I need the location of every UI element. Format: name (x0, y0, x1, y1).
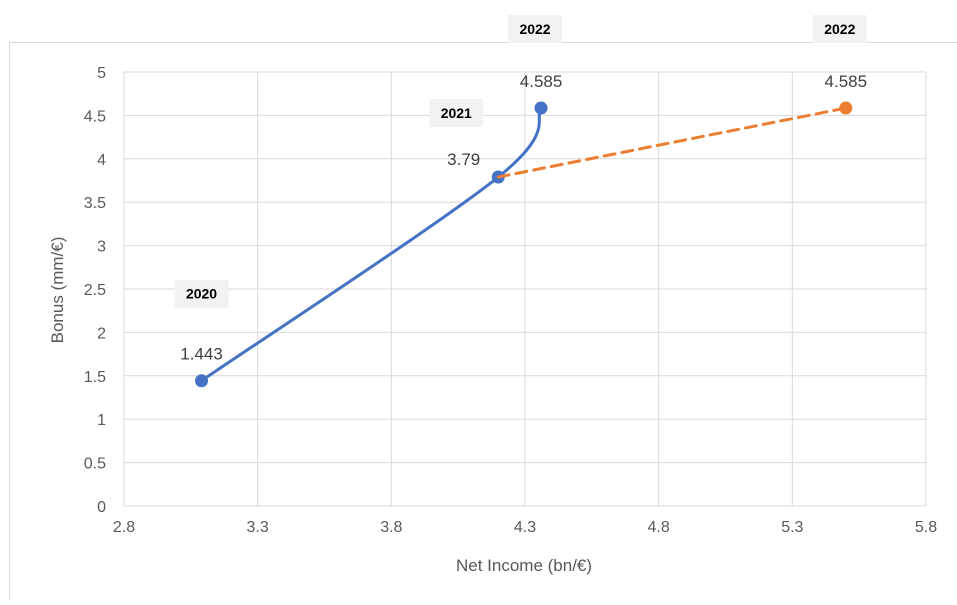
annotation-2020: 2020 (175, 280, 229, 308)
y-tick-label: 2.5 (84, 282, 106, 299)
y-tick-label: 2 (97, 325, 106, 342)
data-point (535, 102, 548, 115)
x-tick-label: 2.8 (113, 519, 135, 536)
data-label: 1.443 (180, 345, 223, 364)
y-tick-label: 1.5 (84, 369, 106, 386)
x-tick-label: 3.8 (380, 519, 402, 536)
x-axis-title: Net Income (bn/€) (456, 556, 592, 575)
y-tick-label: 4 (97, 152, 106, 169)
y-tick-label: 1 (97, 412, 106, 429)
y-axis-title: Bonus (mm/€) (48, 237, 67, 344)
y-tick-label: 4.5 (84, 108, 106, 125)
data-label: 4.585 (520, 72, 563, 91)
data-label: 3.79 (447, 150, 480, 169)
data-point (195, 374, 208, 387)
annotation-2021: 2021 (429, 99, 483, 127)
x-tick-label: 5.8 (915, 519, 937, 536)
y-tick-label: 5 (97, 65, 106, 82)
annotation-label: 2021 (441, 105, 472, 121)
x-tick-label: 4.3 (514, 519, 536, 536)
x-tick-label: 3.3 (247, 519, 269, 536)
y-tick-label: 0 (97, 499, 106, 516)
data-point (839, 102, 852, 115)
y-tick-label: 3 (97, 239, 106, 256)
annotation-label: 2022 (519, 21, 550, 37)
annotation-label: 2022 (824, 21, 855, 37)
y-tick-label: 0.5 (84, 456, 106, 473)
annotation-2022: 2022 (813, 15, 867, 43)
data-label: 4.585 (825, 72, 868, 91)
annotation-2022: 2022 (508, 15, 562, 43)
annotation-label: 2020 (186, 286, 217, 302)
y-tick-label: 3.5 (84, 195, 106, 212)
x-tick-label: 5.3 (781, 519, 803, 536)
x-tick-label: 4.8 (648, 519, 670, 536)
